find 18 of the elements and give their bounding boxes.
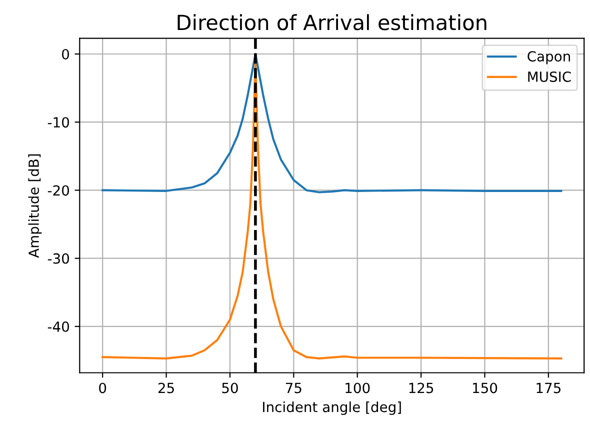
y-tick-label: -20 [48,185,70,196]
x-axis-title: Incident angle [deg] [263,401,401,415]
y-tick-label: -40 [48,321,70,332]
x-tick-label: 175 [536,382,560,394]
x-tick-label: 75 [286,382,302,394]
x-tick-label: 50 [222,382,238,394]
legend-label: Capon [528,51,570,64]
x-tick-label: 25 [158,382,174,394]
x-tick-label: 100 [346,382,370,394]
y-tick-label: 0 [62,48,70,60]
y-tick-label: -30 [48,253,70,264]
x-tick-label: 150 [473,382,498,394]
x-tick-label: 125 [409,382,434,394]
y-tick-label: -10 [48,117,70,128]
chart-title: Direction of Arrival estimation [178,14,486,30]
x-tick-label: 0 [99,382,106,394]
legend-label: MUSIC [528,71,571,82]
y-axis-title: Amplitude [dB] [28,154,42,258]
